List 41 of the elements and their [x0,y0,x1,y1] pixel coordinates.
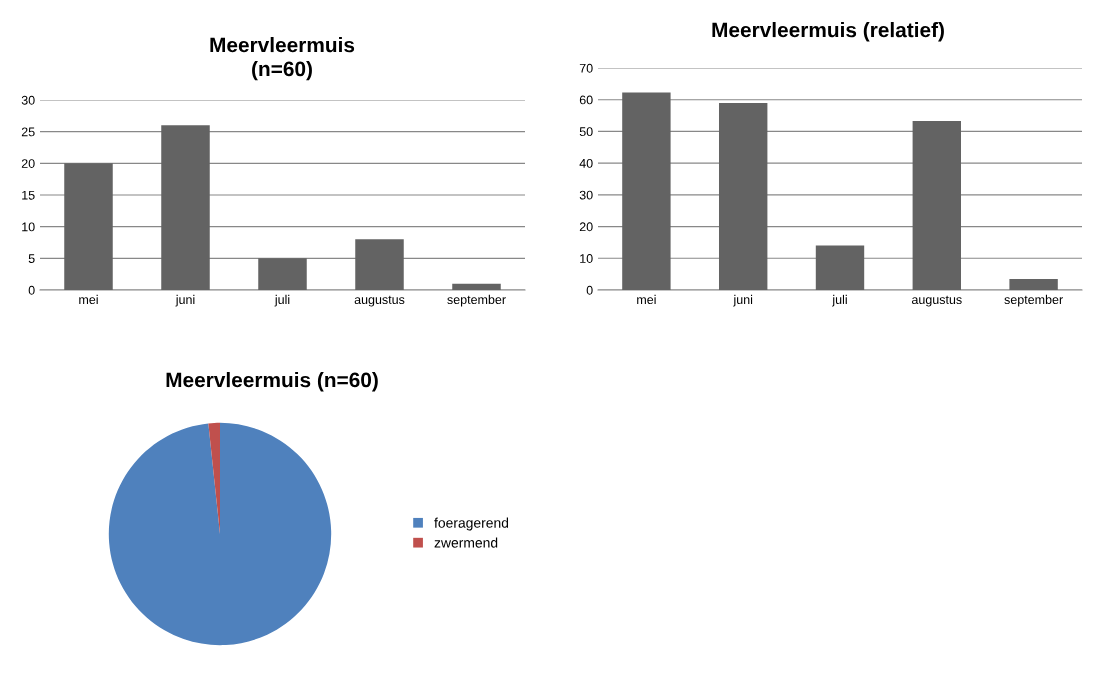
bar [161,125,210,290]
bar [622,92,671,290]
bar [1009,278,1058,290]
x-tick-label: juni [175,294,195,307]
y-tick-label: 70 [579,63,593,73]
y-tick-label: 30 [579,190,593,200]
bar [452,283,501,290]
y-tick-label: 30 [21,95,35,105]
bar [258,258,307,290]
legend-label: zwermend [434,537,498,548]
legend-label: foeragerend [434,517,509,531]
chart-title: Meervleermuis (n=60) [166,372,378,392]
pie-slice [108,422,332,646]
x-tick-label: mei [637,294,656,305]
y-tick-label: 60 [579,95,593,105]
y-tick-label: 10 [580,254,593,263]
bar [64,163,113,290]
y-tick-label: 0 [586,285,593,295]
bar [719,102,768,290]
bar [355,239,404,290]
y-tick-label: 20 [579,222,593,232]
x-tick-label: september [1004,294,1063,307]
y-tick-label: 40 [579,158,593,168]
y-tick-label: 50 [579,127,593,137]
bar [815,245,865,290]
x-tick-label: mei [79,294,98,305]
x-tick-label: augustus [354,295,405,307]
chart-title: Meervleermuis (n=60) [210,37,355,81]
y-tick-label: 0 [28,285,35,295]
chart-title: Meervleermuis (relatief) [712,22,944,42]
x-tick-label: juni [733,294,753,307]
y-tick-label: 20 [21,159,35,168]
x-tick-label: juli [832,294,847,307]
x-tick-label: augustus [911,295,962,307]
y-tick-label: 25 [21,127,35,137]
y-tick-label: 5 [28,254,35,263]
y-tick-label: 10 [22,222,35,232]
x-tick-label: juli [274,294,290,307]
bar [912,120,961,290]
y-tick-label: 15 [22,190,35,200]
x-tick-label: september [447,294,506,307]
